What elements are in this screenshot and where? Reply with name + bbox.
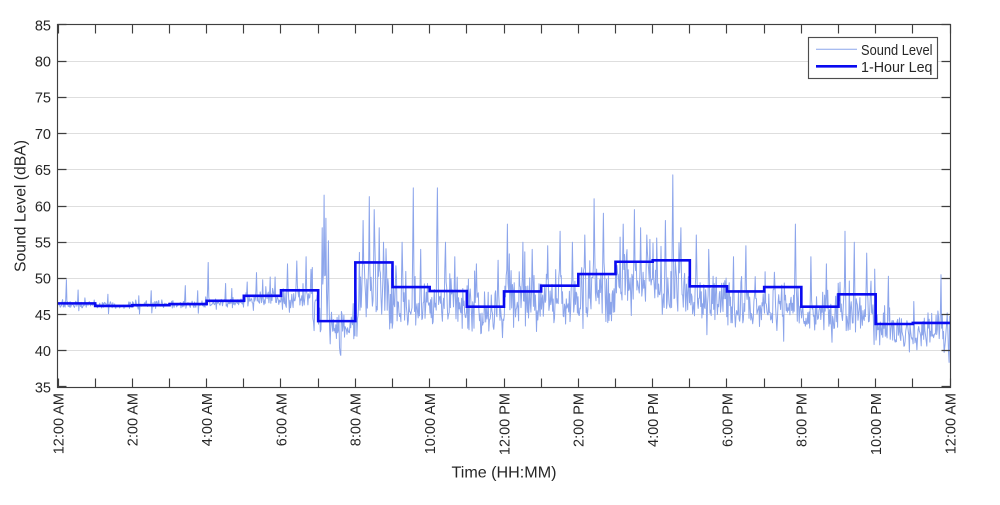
svg-text:85: 85 bbox=[35, 18, 51, 34]
svg-text:50: 50 bbox=[35, 272, 51, 288]
svg-text:55: 55 bbox=[35, 236, 51, 252]
svg-text:Time (HH:MM): Time (HH:MM) bbox=[452, 465, 557, 482]
svg-text:8:00 AM: 8:00 AM bbox=[349, 393, 365, 446]
svg-text:Sound Level: Sound Level bbox=[861, 43, 933, 59]
svg-text:12:00 AM: 12:00 AM bbox=[51, 393, 67, 454]
svg-text:1-Hour Leq: 1-Hour Leq bbox=[861, 60, 933, 76]
svg-text:40: 40 bbox=[35, 344, 51, 360]
svg-text:Sound Level (dBA): Sound Level (dBA) bbox=[13, 140, 30, 272]
svg-text:45: 45 bbox=[35, 308, 51, 324]
svg-text:8:00 PM: 8:00 PM bbox=[795, 393, 811, 447]
svg-text:80: 80 bbox=[35, 55, 51, 71]
svg-text:4:00 AM: 4:00 AM bbox=[200, 393, 216, 446]
svg-text:2:00 PM: 2:00 PM bbox=[572, 393, 588, 447]
svg-text:12:00 AM: 12:00 AM bbox=[943, 393, 959, 454]
svg-text:75: 75 bbox=[35, 91, 51, 107]
svg-text:65: 65 bbox=[35, 163, 51, 179]
svg-text:2:00 AM: 2:00 AM bbox=[126, 393, 142, 446]
svg-text:12:00 PM: 12:00 PM bbox=[497, 393, 513, 455]
svg-text:4:00 PM: 4:00 PM bbox=[646, 393, 662, 447]
svg-text:6:00 PM: 6:00 PM bbox=[720, 393, 736, 447]
svg-text:10:00 PM: 10:00 PM bbox=[869, 393, 885, 455]
svg-text:60: 60 bbox=[35, 199, 51, 215]
svg-text:10:00 AM: 10:00 AM bbox=[423, 393, 439, 454]
svg-text:6:00 AM: 6:00 AM bbox=[274, 393, 290, 446]
svg-text:35: 35 bbox=[35, 380, 51, 396]
svg-text:70: 70 bbox=[35, 127, 51, 143]
